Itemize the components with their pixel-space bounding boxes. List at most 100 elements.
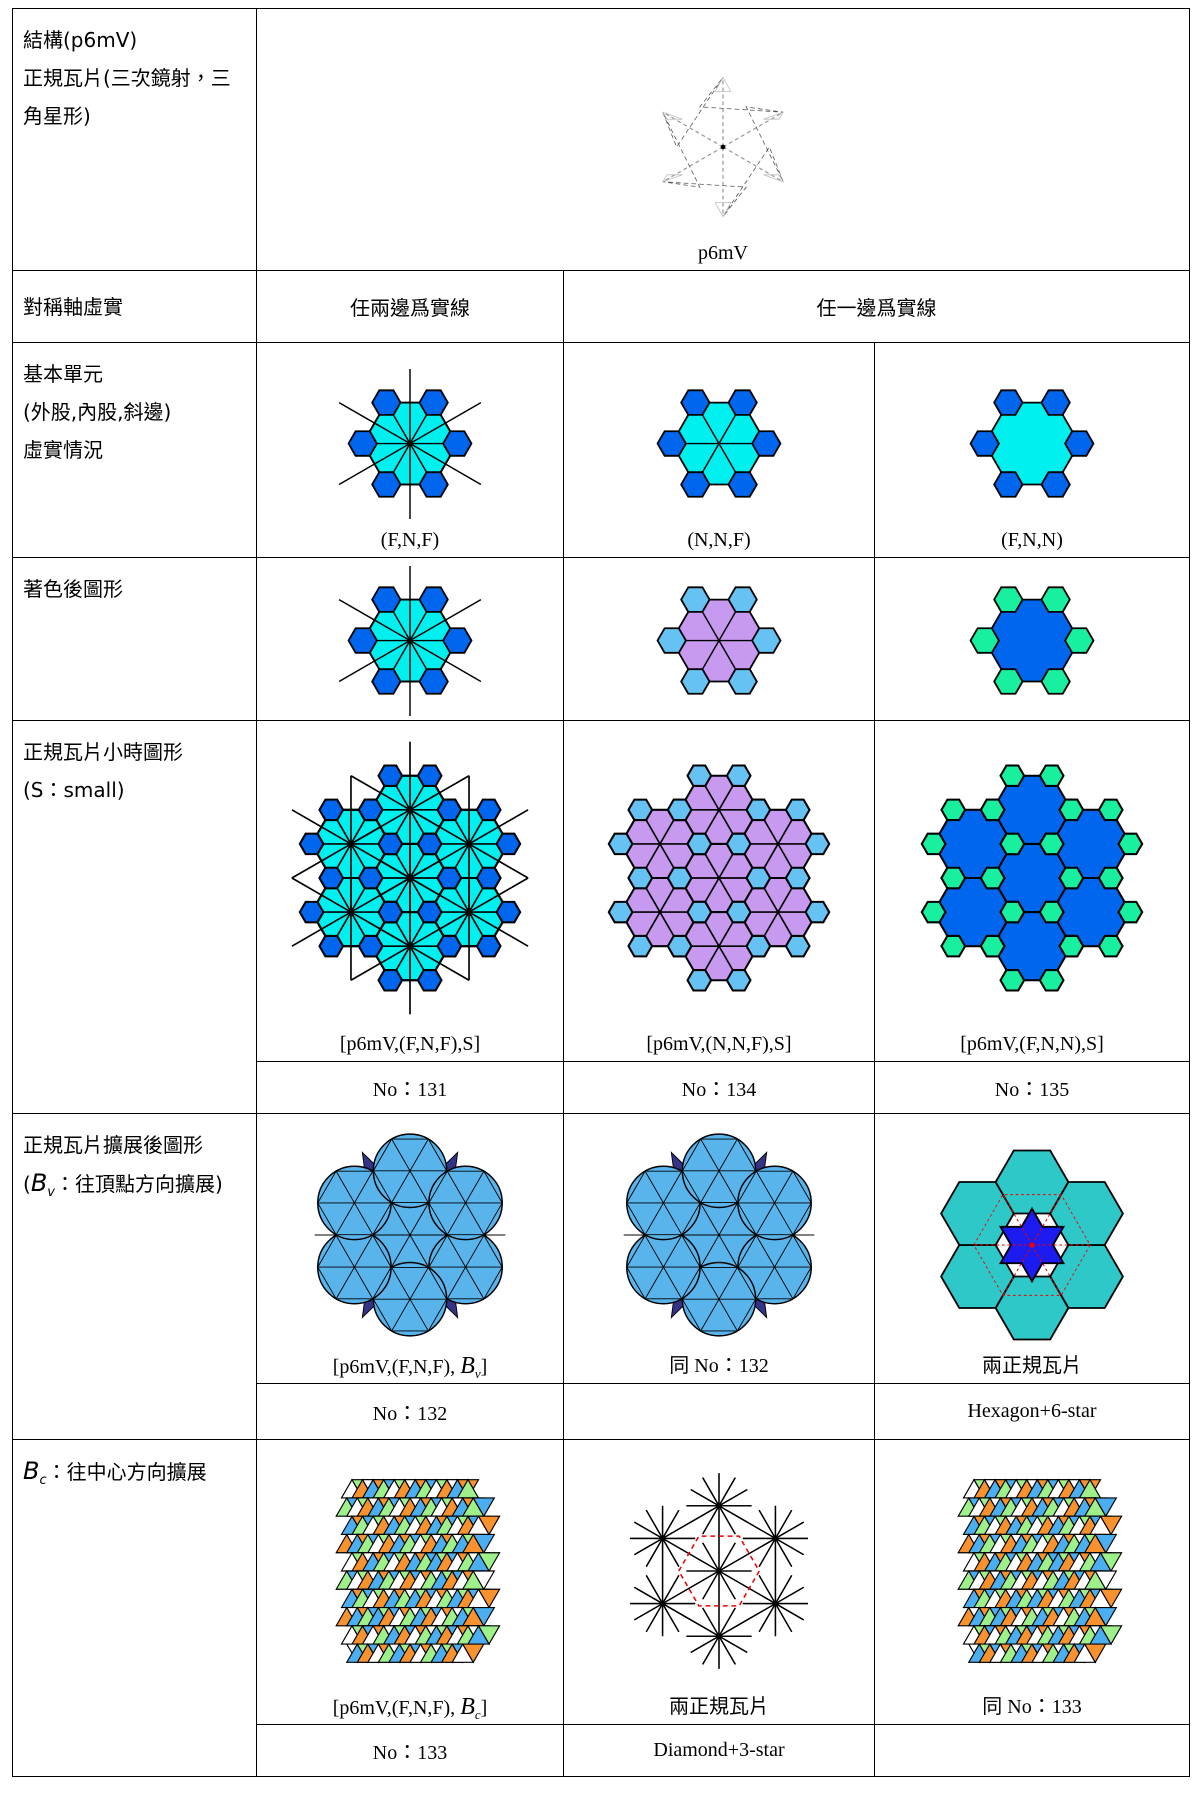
edge: [698, 843, 740, 913]
hexagon: [436, 798, 463, 822]
figure-cell: 兩正規瓦片: [874, 1113, 1190, 1384]
hexagon: [940, 866, 967, 890]
subscript: v: [47, 1185, 55, 1200]
spike: [714, 76, 732, 92]
subscript: v: [474, 1366, 481, 1381]
figure: [291, 741, 529, 1015]
number-cell: [874, 1724, 1190, 1777]
hexagon: [999, 764, 1026, 788]
structure-cell: 結構(p6mV) 正規瓦片(三次鏡射，三角星形): [12, 8, 257, 271]
hexagon: [999, 900, 1026, 924]
text: (: [23, 1172, 31, 1196]
triangle: [1099, 1588, 1123, 1609]
caption: 兩正規瓦片: [982, 1355, 1082, 1377]
hexagon: [725, 968, 752, 992]
hexagon: [745, 798, 772, 822]
hexagon: [745, 934, 772, 958]
number-cell: No：131: [256, 1061, 564, 1114]
triangle: [1099, 1625, 1123, 1646]
hexagon: [1064, 430, 1095, 457]
label-line: 正規瓦片小時圖形: [23, 740, 183, 764]
edge: [694, 599, 744, 682]
figure-cell: 同 No：133: [874, 1439, 1190, 1725]
structure-line: 正規瓦片(三次鏡射，三角星形): [23, 66, 231, 128]
hexagon: [377, 900, 404, 924]
hexagon: [666, 798, 693, 822]
row-label: Bc：往中心方向擴展: [12, 1439, 257, 1777]
center: [720, 144, 726, 150]
figure-cell: [p6mV,(F,N,N),S]: [874, 720, 1190, 1062]
number-cell: No：134: [563, 1061, 875, 1114]
triangle: [477, 1552, 501, 1573]
hexagon: [784, 798, 811, 822]
row-label: 對稱軸虛實: [12, 270, 257, 343]
edge: [755, 1235, 794, 1300]
hexagon: [347, 627, 378, 654]
figure: [940, 1149, 1124, 1341]
hexagon: [999, 832, 1026, 856]
spike: [661, 174, 683, 183]
hexagon: [666, 866, 693, 890]
caption: p6mV: [698, 242, 748, 264]
hexagon: [475, 798, 502, 822]
hexagon: [442, 627, 473, 654]
hexagon: [727, 668, 758, 695]
hexagon: [993, 668, 1024, 695]
triangle: [477, 1625, 501, 1646]
edge: [746, 1521, 804, 1556]
figure: [623, 1133, 815, 1337]
triangle: [477, 1515, 501, 1536]
hexagon: [979, 934, 1006, 958]
edge: [335, 1235, 374, 1300]
text: [p6mV,(F,N,F),: [332, 1697, 461, 1719]
hexagon: [298, 832, 325, 856]
subscript: c: [39, 1473, 47, 1488]
hexagon: [418, 389, 449, 416]
triangle: [472, 1606, 496, 1627]
caption: [p6mV,(N,N,F),S]: [646, 1033, 792, 1055]
figure-cell: [p6mV,(N,N,F),S]: [563, 720, 875, 1062]
symbol: B: [23, 1457, 40, 1485]
hexagon: [804, 900, 831, 924]
edge: [639, 877, 681, 947]
number-cell: No：135: [874, 1061, 1190, 1114]
edge: [335, 1170, 374, 1235]
figure-cell: [563, 557, 875, 721]
hexagon: [1038, 832, 1065, 856]
spike: [763, 111, 785, 120]
hexagon: [418, 471, 449, 498]
row-label: 著色後圖形: [12, 557, 257, 721]
text: ：往中心方向擴展: [46, 1460, 207, 1484]
edge: [634, 1521, 692, 1556]
caption: (N,N,F): [687, 529, 751, 551]
edge: [391, 1203, 429, 1267]
label-line: (外股,內股,斜邊): [23, 400, 172, 424]
hexagon: [318, 866, 345, 890]
figure: [661, 76, 785, 218]
hexagon: [784, 934, 811, 958]
figure-cell: (F,N,N): [874, 342, 1190, 558]
triangle: [1094, 1533, 1118, 1554]
hexagon: [418, 668, 449, 695]
edge: [755, 1170, 794, 1235]
figure: [314, 1133, 506, 1337]
inner-hexagon: [428, 1170, 503, 1236]
hexagon: [1058, 866, 1085, 890]
hexagon: [727, 586, 758, 613]
label-formula: Bc：往中心方向擴展: [23, 1452, 246, 1500]
triangle: [1099, 1552, 1123, 1573]
edge: [757, 809, 799, 879]
edge: [700, 1138, 738, 1203]
edge: [644, 1235, 683, 1300]
hexagon: [475, 866, 502, 890]
hexagon: [751, 627, 782, 654]
triangle: [1094, 1606, 1118, 1627]
figure: [969, 389, 1095, 498]
figure: [629, 1473, 809, 1669]
hexagon: [680, 586, 711, 613]
hexagon: [686, 900, 713, 924]
hexagon: [371, 389, 402, 416]
hexagon: [686, 764, 713, 788]
triangle: [1094, 1497, 1118, 1518]
caption: (F,N,N): [1001, 529, 1063, 551]
